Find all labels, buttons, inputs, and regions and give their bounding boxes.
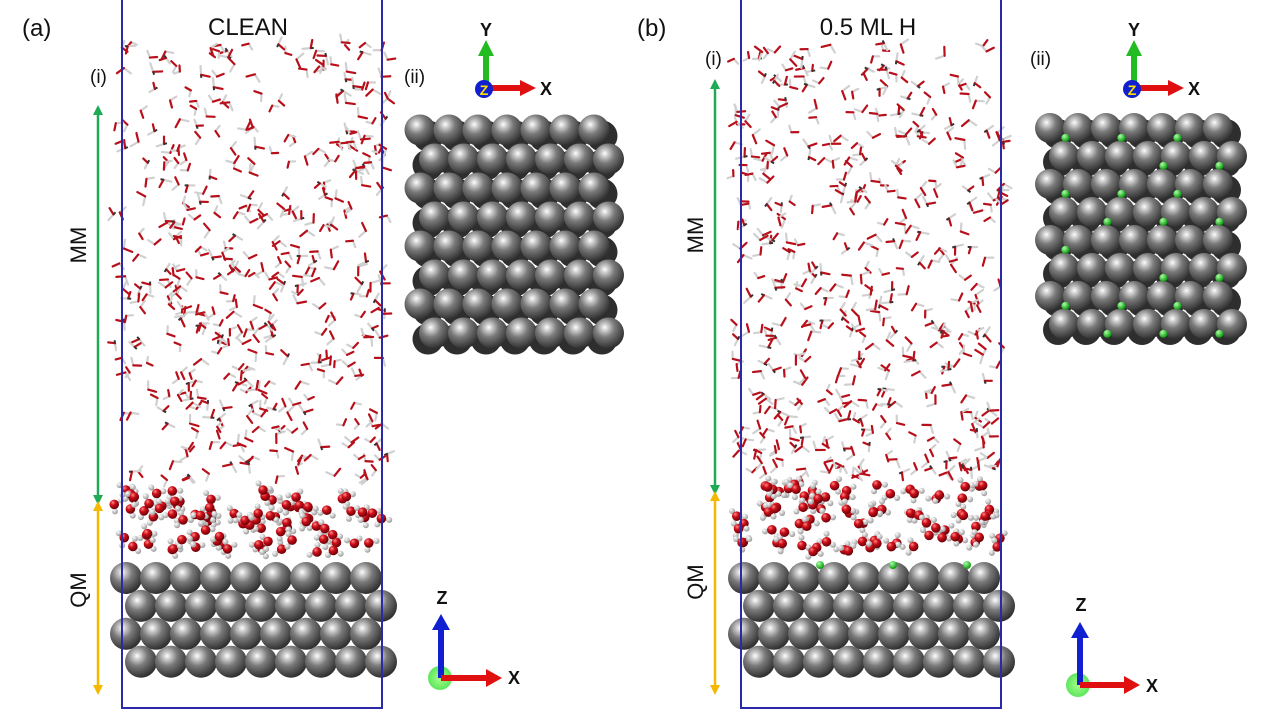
subpanel-ii-label: (ii)	[404, 67, 425, 88]
axis-triad-bottom: Z X	[1066, 595, 1158, 697]
x-axis-label: X	[1188, 79, 1200, 99]
y-arrowhead-icon	[478, 40, 494, 56]
y-axis-label: Y	[1128, 20, 1140, 40]
z-axis-label: Z	[1128, 82, 1137, 98]
z-axis-label: Z	[1076, 595, 1087, 615]
axis-triad-top: Z Y X	[1123, 20, 1200, 99]
metal-slab-top-view	[1035, 113, 1247, 345]
subpanel-i-label: (i)	[90, 67, 107, 88]
x-axis-label: X	[540, 79, 552, 99]
interface-water-layer	[729, 475, 1008, 560]
metal-slab-top-view	[404, 114, 624, 355]
y-axis-label: Y	[480, 20, 492, 40]
x-arrowhead-icon	[1168, 80, 1184, 96]
qm-label: QM	[683, 564, 708, 599]
panel-a: (a) CLEAN (i) (ii) MM QM Z Y X	[22, 0, 624, 709]
panel-label: (b)	[637, 15, 666, 42]
y-arrowhead-icon	[1126, 40, 1142, 56]
subpanel-ii-label: (ii)	[1030, 49, 1051, 70]
simulation-box	[121, 0, 383, 709]
x-arrowhead-icon	[486, 669, 502, 687]
mm-label: MM	[683, 217, 708, 254]
panel-b: (b) 0.5 ML H (i) (ii) MM QM Z Y X	[637, 0, 1247, 709]
panel-label: (a)	[22, 15, 51, 42]
x-arrowhead-icon	[1124, 676, 1140, 694]
axis-triad-top: Z Y X	[475, 20, 552, 99]
x-axis-label: X	[508, 668, 520, 688]
subpanel-i-label: (i)	[705, 49, 722, 70]
metal-slab-side	[110, 562, 397, 678]
z-axis-label: Z	[480, 82, 489, 98]
simulation-box	[740, 0, 1002, 709]
metal-slab-side	[728, 561, 1015, 678]
z-axis-icon	[1123, 80, 1141, 98]
z-axis-label: Z	[437, 588, 448, 608]
panel-title: 0.5 ML H	[820, 14, 916, 41]
water-region	[726, 38, 1013, 485]
mm-label: MM	[66, 227, 91, 264]
water-region	[107, 33, 397, 488]
x-axis-label: X	[1146, 676, 1158, 696]
panel-title: CLEAN	[208, 14, 288, 41]
z-arrowhead-icon	[1071, 622, 1089, 638]
x-arrowhead-icon	[520, 80, 536, 96]
z-arrowhead-icon	[432, 614, 450, 630]
qm-label: QM	[66, 572, 91, 607]
z-axis-icon	[475, 80, 493, 98]
axis-triad-bottom: Z X	[428, 588, 520, 690]
interface-water-layer	[109, 480, 393, 560]
